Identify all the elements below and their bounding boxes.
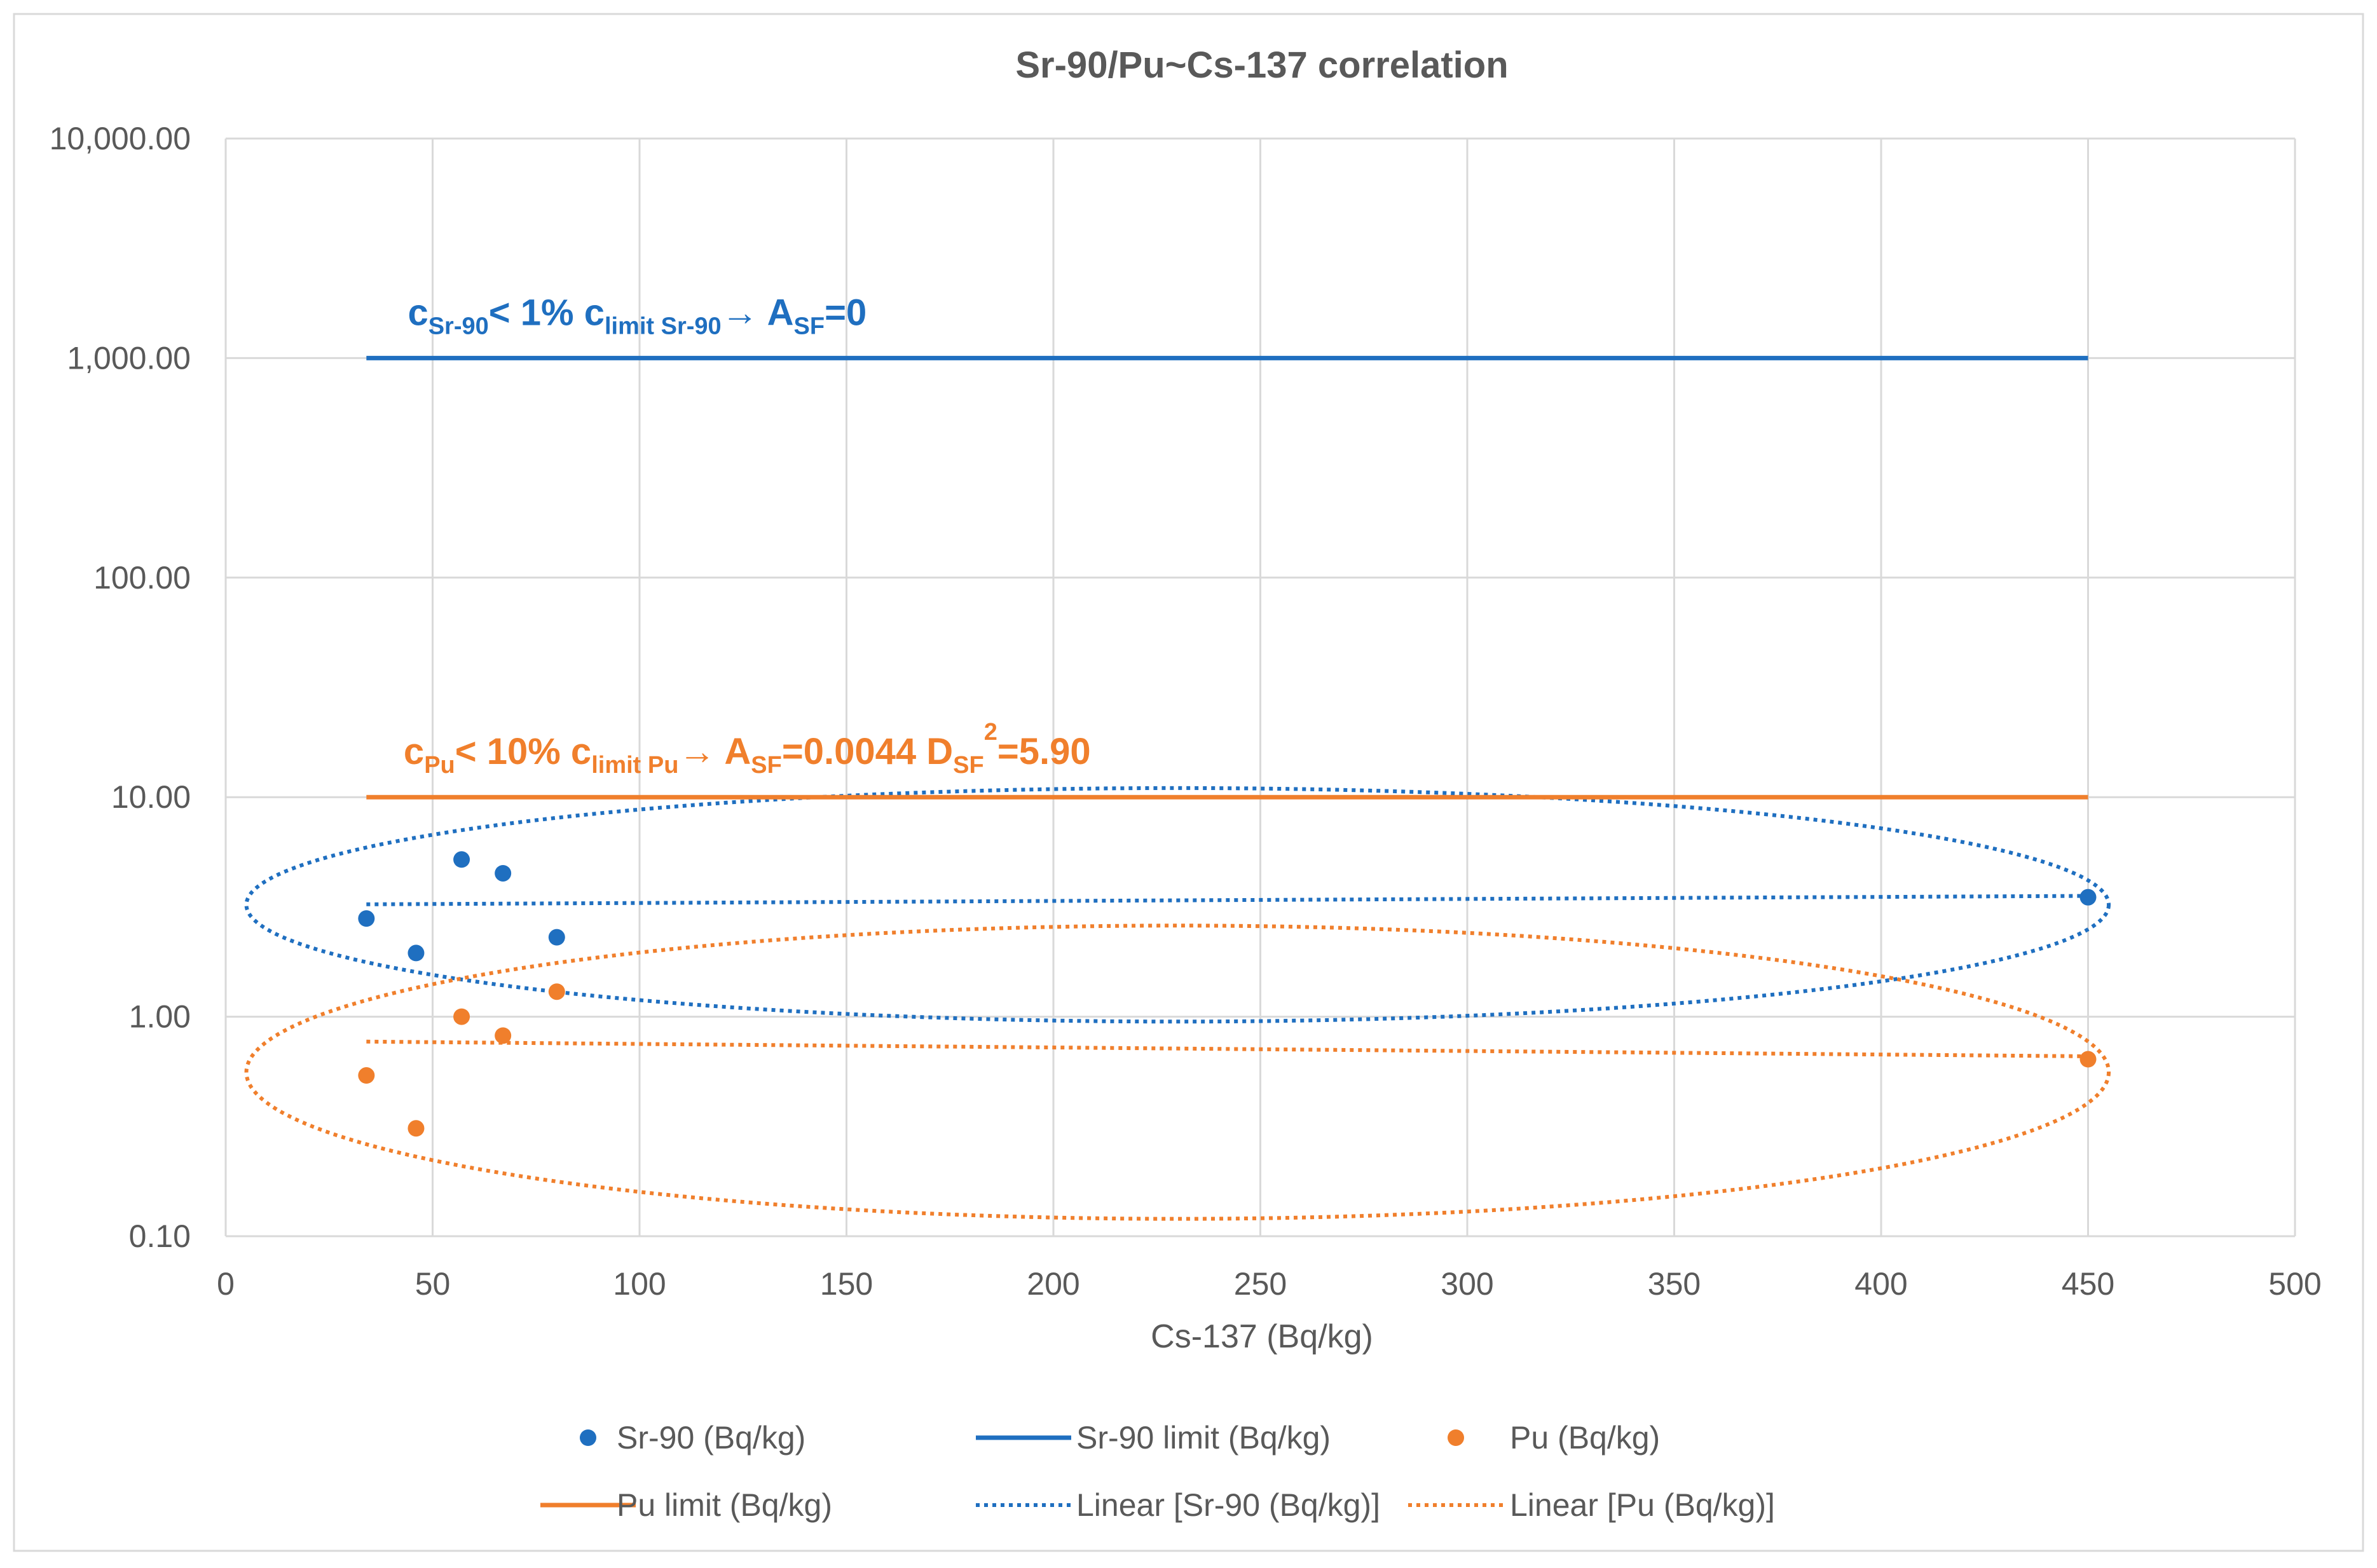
- x-tick-label: 150: [820, 1266, 873, 1302]
- x-tick-label: 500: [2268, 1266, 2321, 1302]
- x-tick-label: 350: [1648, 1266, 1701, 1302]
- y-tick-label: 0.10: [129, 1218, 191, 1254]
- pu-bq-kg-point: [453, 1008, 470, 1025]
- pu-bq-kg-point: [495, 1027, 512, 1044]
- annotations: cSr-90< 1% climit Sr-90→ ASF=0 cPu< 10% c…: [404, 292, 1091, 779]
- pu-bq-kg-point: [2079, 1051, 2097, 1068]
- highlight-ellipses: [244, 786, 2111, 1221]
- y-tick-label: 10,000.00: [50, 121, 191, 156]
- y-tick-label: 100.00: [93, 560, 191, 596]
- annotation-sr: cSr-90< 1% climit Sr-90→ ASF=0: [408, 292, 867, 339]
- x-tick-label: 50: [415, 1266, 451, 1302]
- y-tick-label: 10.00: [111, 779, 191, 815]
- legend: Sr-90 (Bq/kg) Sr-90 limit (Bq/kg) Pu (Bq/k…: [540, 1420, 1775, 1523]
- legend-label-sr-90-limit-bq-kg: Sr-90 limit (Bq/kg): [1076, 1420, 1331, 1456]
- pu-bq-kg-point: [408, 1120, 425, 1137]
- x-tick-label: 100: [613, 1266, 666, 1302]
- sr-90-bq-kg-point: [358, 910, 375, 927]
- sr-90-bq-kg-point: [408, 944, 425, 962]
- gridlines: [224, 137, 2296, 1237]
- chart-title: Sr-90/Pu~Cs-137 correlation: [1015, 44, 1508, 86]
- series-layer: [358, 355, 2097, 1137]
- pu-bq-kg-point: [548, 983, 565, 1000]
- legend-label-linear-sr-90-bq-kg: Linear [Sr-90 (Bq/kg)]: [1076, 1487, 1380, 1523]
- x-axis-title: Cs-137 (Bq/kg): [1151, 1318, 1373, 1355]
- highlight-ellipse-pu: [244, 924, 2111, 1221]
- legend-marker-sr-90-bq-kg: [580, 1429, 596, 1446]
- annotation-pu: cPu< 10% climit Pu→ ASF=0.0044 DSF2=5.90: [404, 719, 1091, 779]
- y-tick-label: 1,000.00: [67, 340, 191, 376]
- legend-marker-pu-bq-kg: [1448, 1429, 1464, 1446]
- linear-sr-90-bq-kg-trendline: [366, 894, 2088, 906]
- legend-label-pu-limit-bq-kg: Pu limit (Bq/kg): [617, 1487, 832, 1523]
- y-tick-label: 1.00: [129, 999, 191, 1035]
- x-axis-ticks: 0 50 100 150 200 250 300 350 400 450 500: [217, 1266, 2322, 1302]
- y-axis-ticks: 0.10 1.00 10.00 100.00 1,000.00 10,000.00: [50, 121, 191, 1254]
- highlight-ellipse-sr-90: [244, 786, 2111, 1024]
- x-tick-label: 0: [217, 1266, 235, 1302]
- x-tick-label: 450: [2062, 1266, 2114, 1302]
- x-tick-label: 250: [1234, 1266, 1287, 1302]
- x-tick-label: 200: [1027, 1266, 1079, 1302]
- chart-area-border: [13, 13, 2364, 1552]
- linear-pu-bq-kg-trendline: [366, 1039, 2088, 1058]
- x-tick-label: 400: [1854, 1266, 1907, 1302]
- sr-90-bq-kg-point: [495, 864, 512, 882]
- pu-bq-kg-point: [358, 1067, 375, 1084]
- legend-label-pu-bq-kg: Pu (Bq/kg): [1510, 1420, 1660, 1456]
- sr-90-bq-kg-point: [548, 929, 565, 946]
- legend-label-sr-90-bq-kg: Sr-90 (Bq/kg): [617, 1420, 805, 1456]
- x-tick-label: 300: [1441, 1266, 1493, 1302]
- sr-90-bq-kg-point: [453, 851, 470, 868]
- legend-label-linear-pu-bq-kg: Linear [Pu (Bq/kg)]: [1510, 1487, 1775, 1523]
